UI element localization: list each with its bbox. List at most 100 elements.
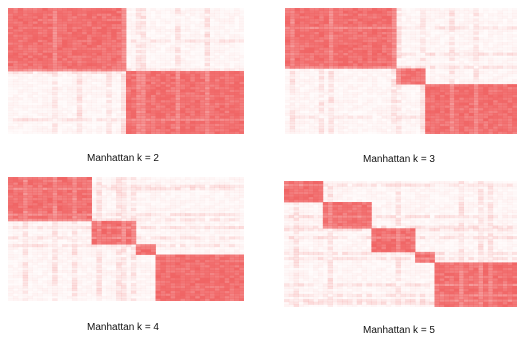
heatmap-cell xyxy=(195,190,200,193)
heatmap-cell xyxy=(333,126,339,130)
heatmap-cell xyxy=(96,34,102,38)
heatmap-cell xyxy=(401,16,406,19)
heatmap-cell xyxy=(204,63,210,67)
heatmap-cell xyxy=(239,107,244,111)
heatmap-cell xyxy=(323,31,329,35)
heatmap-cell xyxy=(410,123,416,127)
heatmap-cell xyxy=(343,60,349,64)
heatmap-cell xyxy=(234,42,239,45)
heatmap-cell xyxy=(121,179,127,183)
heatmap-cell xyxy=(224,71,230,75)
heatmap-cell xyxy=(488,50,493,53)
heatmap-cell xyxy=(194,92,201,96)
heatmap-cell xyxy=(37,118,43,122)
heatmap-cell xyxy=(33,113,38,116)
heatmap-cell xyxy=(512,52,517,56)
heatmap-cell xyxy=(145,123,151,127)
heatmap-cell xyxy=(314,60,320,64)
heatmap-cell xyxy=(492,128,499,132)
heatmap-cell xyxy=(372,113,377,116)
heatmap-cell xyxy=(37,131,43,134)
heatmap-cell xyxy=(415,26,421,30)
heatmap-cell xyxy=(449,52,455,56)
heatmap-cell xyxy=(209,8,215,12)
heatmap-cell xyxy=(405,68,412,72)
heatmap-cell xyxy=(367,89,373,93)
heatmap-cell xyxy=(362,42,368,46)
heatmap-cell xyxy=(507,105,513,109)
heatmap-cell xyxy=(229,177,235,180)
heatmap-cell xyxy=(130,189,137,193)
heatmap-cell xyxy=(42,36,48,40)
heatmap-cell xyxy=(12,110,19,114)
heatmap-cell xyxy=(357,63,363,67)
heatmap-cell xyxy=(386,8,392,12)
heatmap-cell xyxy=(81,128,88,132)
heatmap-cell xyxy=(454,13,460,17)
heatmap-cell xyxy=(473,118,479,122)
heatmap-cell xyxy=(194,84,201,88)
heatmap-cell xyxy=(121,195,127,199)
heatmap-cell xyxy=(309,52,315,56)
heatmap-cell xyxy=(507,81,513,85)
heatmap-cell xyxy=(47,182,53,186)
heatmap-cell xyxy=(126,118,132,122)
heatmap-cell xyxy=(189,97,196,101)
heatmap-cell xyxy=(121,57,127,61)
heatmap-cell xyxy=(155,187,161,191)
heatmap-cell xyxy=(180,182,185,185)
heatmap-cell xyxy=(357,39,363,43)
heatmap-cell xyxy=(86,179,92,183)
heatmap-cell xyxy=(140,26,147,30)
heatmap-cell xyxy=(502,107,508,111)
heatmap-cell xyxy=(372,86,378,90)
heatmap-cell xyxy=(130,118,137,122)
heatmap-cell xyxy=(478,8,483,11)
heatmap-cell xyxy=(116,29,122,33)
heatmap-cell xyxy=(17,84,24,88)
heatmap-cell xyxy=(234,105,240,109)
heatmap-cell xyxy=(67,15,73,19)
heatmap-cell xyxy=(502,92,508,96)
heatmap-cell xyxy=(473,71,479,75)
heatmap-cell xyxy=(13,108,18,111)
heatmap-cell xyxy=(449,32,454,35)
heatmap-cell xyxy=(328,15,334,19)
heatmap-cell xyxy=(224,81,230,85)
heatmap-cell xyxy=(229,76,235,80)
heatmap-cell xyxy=(507,26,513,30)
heatmap-cell xyxy=(165,29,171,33)
heatmap-cell xyxy=(439,99,445,103)
heatmap-cell xyxy=(8,123,14,127)
heatmap-cell xyxy=(12,187,19,191)
heatmap-cell xyxy=(17,68,24,72)
heatmap-cell xyxy=(314,89,320,93)
heatmap-cell xyxy=(396,47,402,51)
heatmap-cell xyxy=(449,102,455,106)
heatmap-cell xyxy=(96,177,102,180)
heatmap-cell xyxy=(219,23,225,27)
heatmap-cell xyxy=(352,18,358,22)
heatmap-cell xyxy=(150,81,156,85)
heatmap-cell xyxy=(425,18,431,22)
heatmap-cell xyxy=(410,50,416,54)
heatmap-cell xyxy=(463,126,470,130)
heatmap-cell xyxy=(401,39,407,43)
heatmap-cell xyxy=(406,105,411,108)
heatmap-cell xyxy=(323,60,329,64)
heatmap-cell xyxy=(185,195,190,198)
heatmap-cell xyxy=(150,63,156,67)
heatmap-cell xyxy=(204,29,210,33)
heatmap-cell xyxy=(37,113,43,117)
heatmap-cell xyxy=(81,97,88,101)
heatmap-cell xyxy=(434,34,441,38)
heatmap-cell xyxy=(333,57,339,61)
heatmap-cell xyxy=(42,124,47,127)
heatmap-cell xyxy=(435,32,440,35)
heatmap-cell xyxy=(106,42,112,46)
heatmap-cell xyxy=(430,26,436,30)
heatmap-cell xyxy=(386,63,392,67)
heatmap-cell xyxy=(175,102,181,106)
heatmap-cell xyxy=(135,123,142,127)
heatmap-cell xyxy=(309,18,315,22)
